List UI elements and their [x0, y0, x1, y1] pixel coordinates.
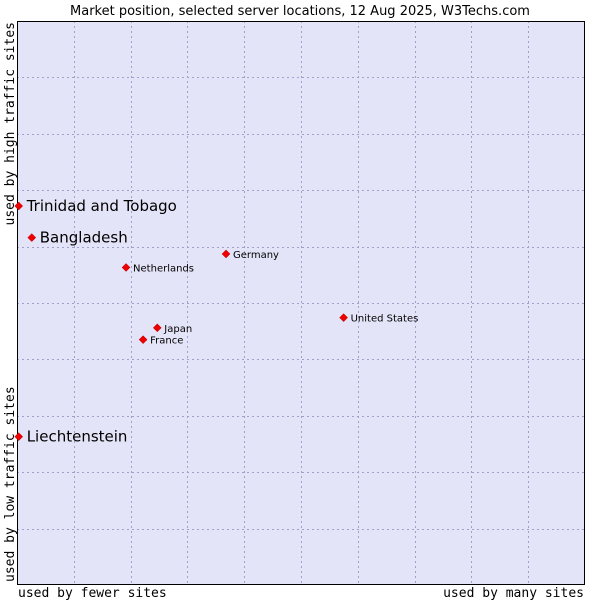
data-label-united-states: United States [351, 314, 419, 325]
data-point-liechtenstein[interactable] [14, 432, 24, 442]
data-label-trinidad-and-tobago: Trinidad and Tobago [26, 197, 177, 215]
data-point-japan[interactable] [152, 323, 162, 333]
data-label-netherlands: Netherlands [133, 263, 194, 274]
plot-frame [17, 21, 585, 585]
data-point-bangladesh[interactable] [27, 233, 37, 242]
data-points: Trinidad and Tobago Bangladesh Germany Neth… [14, 197, 419, 446]
data-point-united-states[interactable] [339, 313, 348, 323]
x-axis-label-right: used by many sites [443, 586, 584, 600]
data-label-germany: Germany [233, 250, 279, 261]
data-point-trinidad-and-tobago[interactable] [14, 201, 24, 211]
data-label-japan: Japan [163, 324, 192, 335]
data-label-liechtenstein: Liechtenstein [27, 428, 128, 446]
data-label-bangladesh: Bangladesh [40, 229, 128, 247]
grid [17, 21, 585, 585]
data-point-netherlands[interactable] [121, 263, 131, 272]
x-axis-label-left: used by fewer sites [18, 586, 167, 600]
chart-title: Market position, selected server locatio… [70, 4, 530, 19]
data-point-france[interactable] [138, 335, 148, 345]
data-label-france: France [150, 336, 183, 347]
y-axis-label-bottom: used by low traffic sites [3, 386, 18, 582]
y-axis-label-top: used by high traffic sites [3, 22, 18, 226]
data-point-germany[interactable] [221, 249, 231, 259]
